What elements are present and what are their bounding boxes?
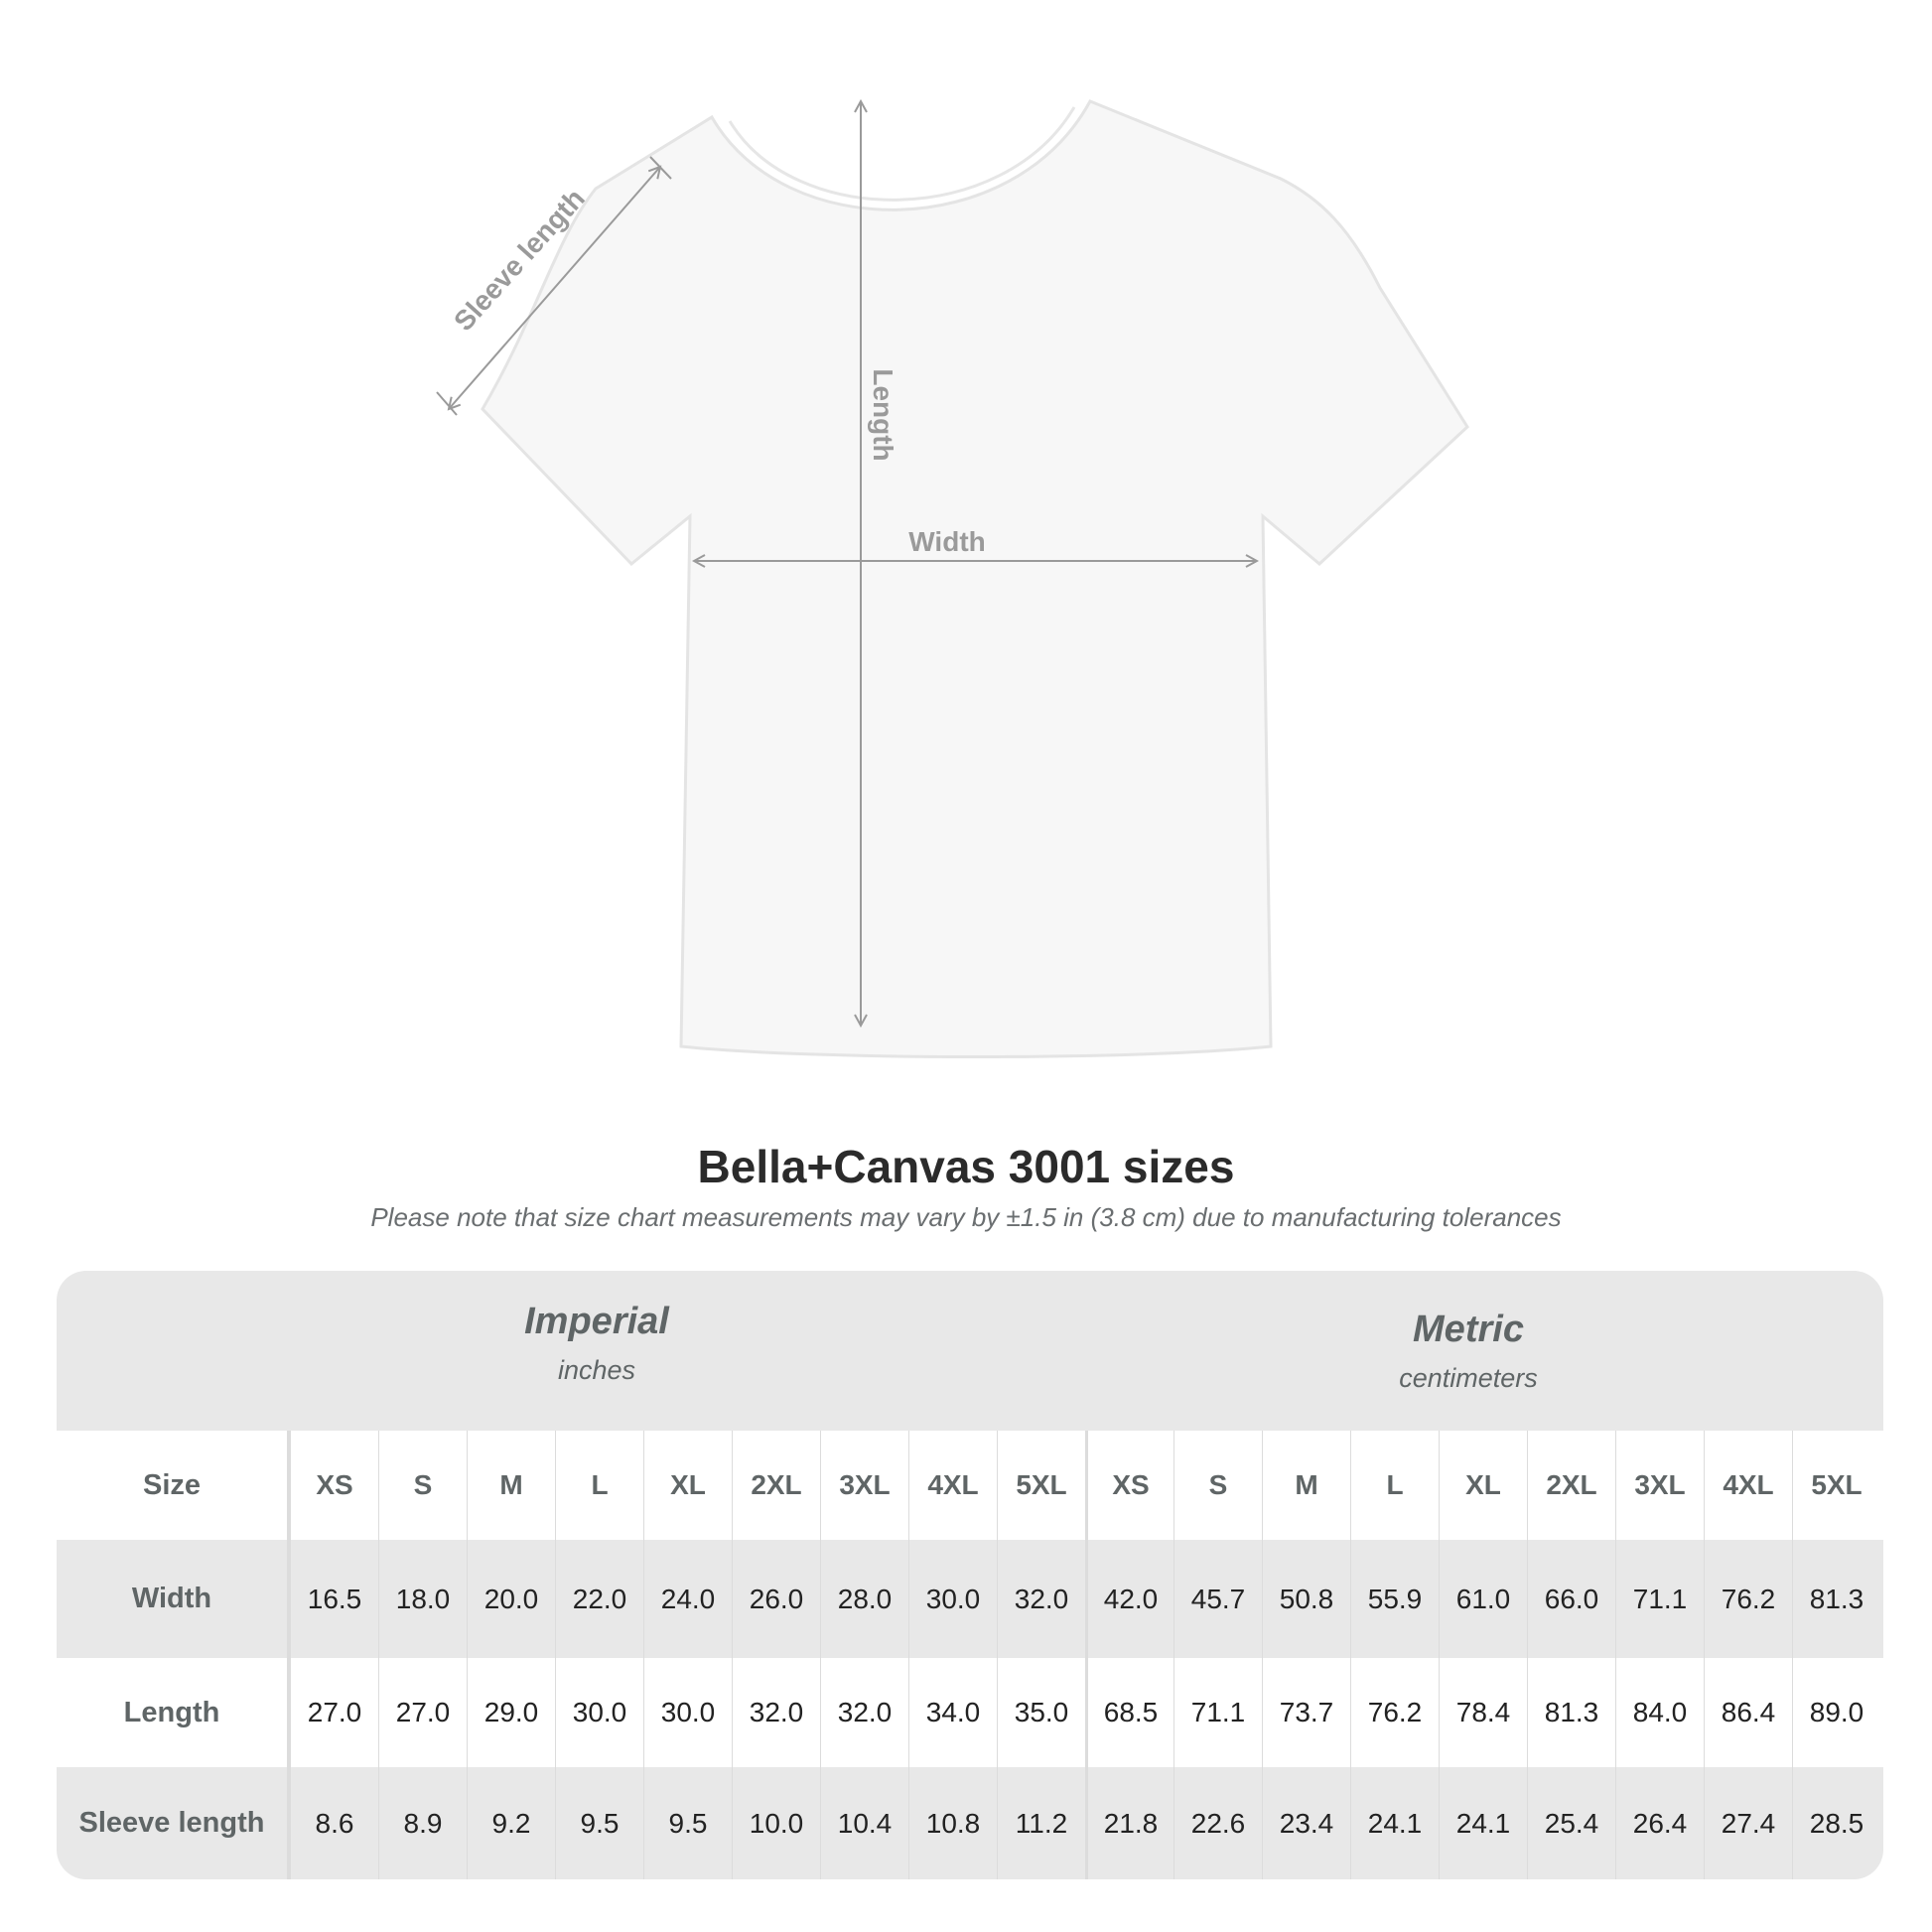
cell-imperial: 10.0	[732, 1767, 820, 1879]
cell-imperial: 22.0	[555, 1540, 643, 1658]
cell-metric: 24.1	[1350, 1767, 1439, 1879]
size-header-imperial: XL	[643, 1431, 732, 1540]
cell-metric: 42.0	[1085, 1540, 1173, 1658]
tolerance-note: Please note that size chart measurements…	[370, 1202, 1562, 1232]
cell-imperial: 10.4	[820, 1767, 908, 1879]
cell-metric: 25.4	[1527, 1767, 1615, 1879]
size-header-imperial: S	[378, 1431, 467, 1540]
cell-metric: 89.0	[1792, 1658, 1880, 1767]
size-header-imperial: M	[467, 1431, 555, 1540]
cell-metric: 21.8	[1085, 1767, 1173, 1879]
size-header-imperial: 3XL	[820, 1431, 908, 1540]
cell-metric: 66.0	[1527, 1540, 1615, 1658]
cell-imperial: 16.5	[290, 1540, 378, 1658]
imperial-unit: inches	[557, 1355, 636, 1385]
size-header-metric: L	[1350, 1431, 1439, 1540]
size-header-metric: M	[1262, 1431, 1350, 1540]
cell-imperial: 29.0	[467, 1658, 555, 1767]
cell-metric: 61.0	[1439, 1540, 1527, 1658]
cell-metric: 23.4	[1262, 1767, 1350, 1879]
cell-metric: 86.4	[1704, 1658, 1792, 1767]
cell-imperial: 27.0	[378, 1658, 467, 1767]
size-header-metric: 3XL	[1615, 1431, 1704, 1540]
table-row: Sleeve length 8.6 8.9 9.2 9.5 9.5 10.0 10.4 10.8…	[57, 1767, 1883, 1879]
cell-imperial: 24.0	[643, 1540, 732, 1658]
cell-metric: 81.3	[1527, 1658, 1615, 1767]
size-table: Imperial inches Metric centimeters Size X…	[57, 1271, 1883, 1879]
cell-imperial: 11.2	[997, 1767, 1085, 1879]
metric-group: Metric centimeters	[1121, 1309, 1816, 1394]
sleeve-arrow	[449, 167, 660, 409]
row-label: Length	[57, 1658, 290, 1767]
table-header: Imperial inches Metric centimeters	[57, 1271, 1883, 1431]
size-header-imperial: 4XL	[908, 1431, 997, 1540]
tshirt-diagram: Sleeve length Length Width	[436, 0, 1469, 1058]
size-header-imperial: 5XL	[997, 1431, 1085, 1540]
cell-imperial: 30.0	[643, 1658, 732, 1767]
size-header-metric: S	[1173, 1431, 1262, 1540]
cell-metric: 73.7	[1262, 1658, 1350, 1767]
metric-title: Metric	[1413, 1309, 1524, 1350]
row-label: Width	[57, 1540, 290, 1658]
width-label: Width	[908, 526, 986, 557]
size-header-imperial: 2XL	[732, 1431, 820, 1540]
size-header-imperial: XS	[290, 1431, 378, 1540]
size-header-row: Size XS S M L XL 2XL 3XL 4XL 5XL XS S M L XL 2XL 3XL 4XL 5…	[57, 1431, 1883, 1540]
cell-metric: 45.7	[1173, 1540, 1262, 1658]
cell-imperial: 30.0	[908, 1540, 997, 1658]
cell-imperial: 32.0	[732, 1658, 820, 1767]
imperial-title: Imperial	[524, 1301, 669, 1342]
chart-title: Bella+Canvas 3001 sizes	[697, 1141, 1235, 1192]
cell-imperial: 9.2	[467, 1767, 555, 1879]
cell-metric: 76.2	[1704, 1540, 1792, 1658]
size-header-imperial: L	[555, 1431, 643, 1540]
cell-imperial: 9.5	[555, 1767, 643, 1879]
size-header-metric: 2XL	[1527, 1431, 1615, 1540]
cell-metric: 81.3	[1792, 1540, 1880, 1658]
cell-imperial: 10.8	[908, 1767, 997, 1879]
cell-imperial: 20.0	[467, 1540, 555, 1658]
cell-imperial: 26.0	[732, 1540, 820, 1658]
imperial-group: Imperial inches	[249, 1301, 944, 1386]
cell-imperial: 28.0	[820, 1540, 908, 1658]
collar-seam	[728, 106, 1076, 202]
size-header-metric: XL	[1439, 1431, 1527, 1540]
cell-imperial: 34.0	[908, 1658, 997, 1767]
table-row: Length 27.0 27.0 29.0 30.0 30.0 32.0 32.0 34.0 35…	[57, 1658, 1883, 1767]
cell-metric: 27.4	[1704, 1767, 1792, 1879]
cell-metric: 55.9	[1350, 1540, 1439, 1658]
cell-metric: 50.8	[1262, 1540, 1350, 1658]
cell-metric: 78.4	[1439, 1658, 1527, 1767]
cell-imperial: 8.9	[378, 1767, 467, 1879]
cell-imperial: 8.6	[290, 1767, 378, 1879]
cell-imperial: 30.0	[555, 1658, 643, 1767]
tshirt-image	[481, 99, 1469, 1058]
cell-imperial: 27.0	[290, 1658, 378, 1767]
cell-metric: 24.1	[1439, 1767, 1527, 1879]
cell-metric: 71.1	[1173, 1658, 1262, 1767]
size-header-metric: 4XL	[1704, 1431, 1792, 1540]
cell-metric: 26.4	[1615, 1767, 1704, 1879]
cell-imperial: 32.0	[820, 1658, 908, 1767]
cell-metric: 84.0	[1615, 1658, 1704, 1767]
cell-metric: 76.2	[1350, 1658, 1439, 1767]
cell-imperial: 35.0	[997, 1658, 1085, 1767]
length-label: Length	[868, 368, 898, 461]
cell-metric: 71.1	[1615, 1540, 1704, 1658]
metric-unit: centimeters	[1399, 1363, 1538, 1393]
table-row: Width 16.5 18.0 20.0 22.0 24.0 26.0 28.0 30.0 32.…	[57, 1540, 1883, 1658]
cell-metric: 28.5	[1792, 1767, 1880, 1879]
row-label: Size	[57, 1431, 290, 1540]
size-header-metric: XS	[1085, 1431, 1173, 1540]
cell-imperial: 18.0	[378, 1540, 467, 1658]
cell-metric: 68.5	[1085, 1658, 1173, 1767]
cell-imperial: 32.0	[997, 1540, 1085, 1658]
size-header-metric: 5XL	[1792, 1431, 1880, 1540]
cell-metric: 22.6	[1173, 1767, 1262, 1879]
row-label: Sleeve length	[57, 1767, 290, 1879]
cell-imperial: 9.5	[643, 1767, 732, 1879]
